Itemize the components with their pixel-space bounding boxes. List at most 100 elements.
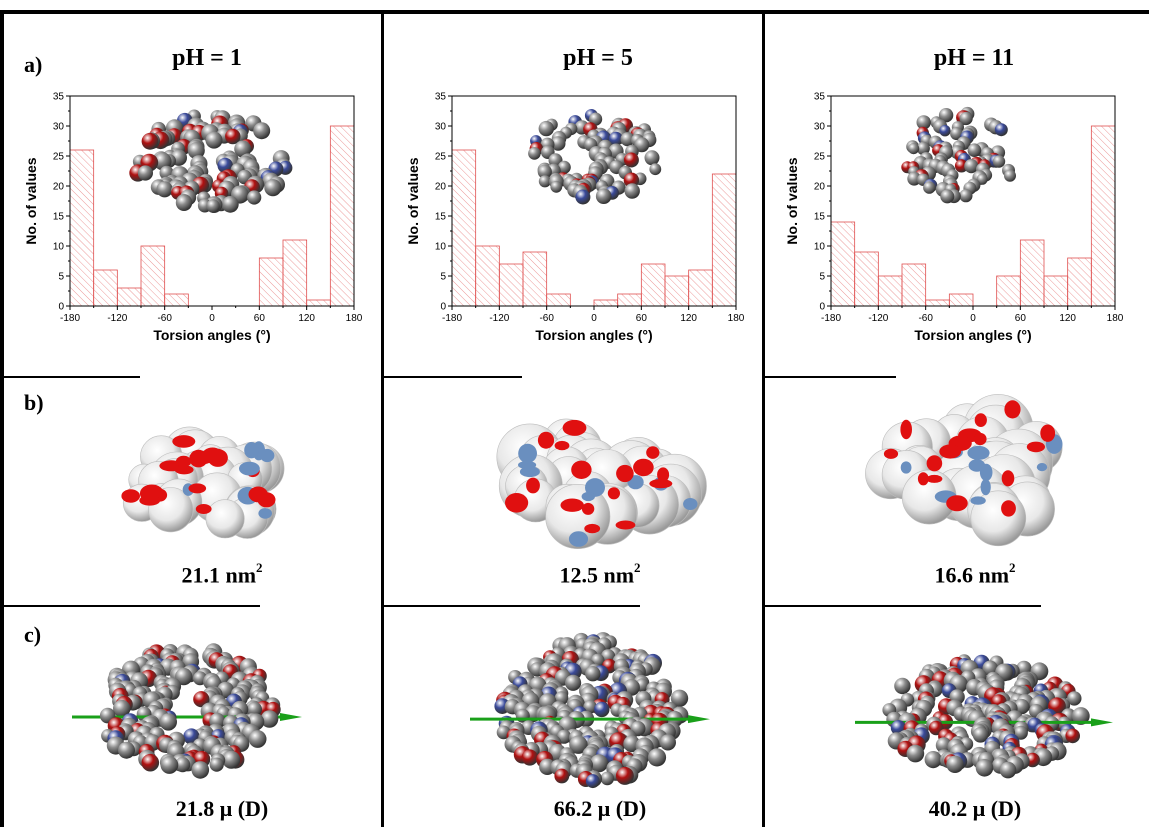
carbon-atom	[528, 147, 541, 160]
surface-area-unit: nm	[603, 562, 635, 588]
carbon-atom	[647, 748, 667, 767]
histogram-bar	[329, 125, 355, 307]
oxygen-surface-patch	[562, 419, 587, 436]
y-tick-label: 10	[53, 242, 65, 253]
histogram-bar	[1019, 239, 1045, 307]
carbon-atom	[600, 771, 615, 786]
surface-area-value: 16.6	[934, 562, 973, 588]
y-tick-label: 35	[814, 92, 826, 103]
torsion-histogram-ph11: 0 5 10 15 20 25 30 35 -180 -120 -60 0 60 120 180 Torsio…	[784, 92, 1124, 344]
histogram-bar	[830, 221, 856, 307]
carbon-atom	[247, 701, 262, 717]
nitrogen-atom	[608, 131, 623, 146]
carbon-atom	[1067, 691, 1082, 706]
oxygen-surface-patch	[174, 465, 194, 475]
histogram-bar	[640, 263, 666, 307]
histogram-bar	[164, 293, 189, 307]
carbon-atom	[569, 735, 588, 754]
molecular-surface-ph5	[496, 418, 707, 550]
row-divider-c-col3	[765, 605, 1041, 607]
molecular-surface-ph1	[121, 426, 285, 539]
x-tick-label: -180	[60, 313, 80, 324]
histogram-bar	[711, 173, 737, 307]
y-tick-label: 15	[53, 212, 65, 223]
carbon-atom	[537, 164, 552, 179]
nitrogen-atom	[575, 189, 591, 205]
x-tick-label: 180	[728, 313, 745, 324]
oxygen-surface-patch	[537, 431, 555, 449]
carbon-atom	[585, 666, 601, 682]
carbon-atom	[1014, 698, 1030, 715]
surface-area-value: 12.5	[559, 562, 598, 588]
oxygen-atom	[193, 691, 210, 708]
y-tick-label: 0	[440, 302, 446, 313]
nitrogen-surface-patch	[968, 459, 986, 472]
y-tick-label: 5	[58, 272, 64, 283]
histogram-bar	[258, 257, 284, 307]
oxygen-surface-patch	[581, 502, 595, 515]
surface-lobe	[205, 499, 245, 539]
oxygen-surface-patch	[633, 458, 654, 477]
carbon-atom	[1071, 707, 1090, 725]
oxygen-surface-patch	[175, 455, 192, 468]
x-tick-label: 0	[209, 313, 215, 324]
oxygen-surface-patch	[172, 435, 196, 448]
y-tick-label: 10	[814, 242, 826, 253]
x-tick-label: 0	[970, 313, 976, 324]
oxygen-surface-patch	[607, 487, 620, 500]
oxygen-surface-patch	[1026, 441, 1045, 453]
carbon-atom	[253, 122, 271, 140]
histogram-bar	[664, 275, 690, 307]
x-tick-label: 60	[254, 313, 266, 324]
dipole-arrow-head	[1091, 718, 1113, 727]
x-tick-label: -180	[442, 313, 462, 324]
nitrogen-surface-patch	[568, 531, 589, 547]
top-border	[0, 10, 1149, 14]
carbon-atom	[924, 751, 942, 769]
row-label-a: a)	[24, 52, 43, 77]
x-tick-label: -120	[107, 313, 127, 324]
histogram-bar	[522, 251, 548, 307]
carbon-atom	[538, 175, 551, 188]
nitrogen-surface-patch	[683, 498, 698, 510]
dipole-arrow-head	[688, 715, 710, 724]
histogram-bar	[948, 293, 974, 307]
x-tick-label: 0	[591, 313, 597, 324]
histogram-bar	[1067, 257, 1092, 307]
carbon-atom	[950, 127, 964, 141]
dipole-moment-caption-ph11: 40.2 μ (D)	[928, 796, 1022, 821]
oxygen-atom	[225, 128, 241, 145]
histogram-bar	[69, 149, 95, 307]
carbon-atom	[248, 730, 267, 748]
column-title-1: pH = 1	[172, 45, 242, 71]
oxygen-atom	[1065, 728, 1080, 744]
nitrogen-surface-patch	[900, 461, 912, 474]
carbon-atom	[935, 737, 952, 754]
torsion-histogram-ph1: 0 5 10 15 20 25 30 35 -180 -120 -60 0 60 120 180 Torsio…	[23, 92, 363, 344]
column-divider-1	[381, 10, 384, 827]
oxygen-surface-patch	[248, 486, 268, 503]
column-title-2: pH = 5	[563, 45, 633, 71]
carbon-atom	[590, 754, 608, 773]
y-tick-label: 35	[53, 92, 65, 103]
carbon-atom	[159, 713, 177, 731]
carbon-atom	[975, 759, 994, 777]
nitrogen-surface-patch	[581, 491, 595, 502]
x-tick-label: -60	[918, 313, 933, 324]
nitrogen-atom	[585, 774, 600, 789]
x-tick-label: 60	[636, 313, 648, 324]
carbon-atom	[634, 137, 650, 153]
carbon-atom	[916, 115, 931, 130]
histogram-bar	[475, 245, 500, 307]
carbon-atom	[959, 189, 973, 203]
torsion-histogram-ph5: 0 5 10 15 20 25 30 35 -180 -120 -60 0 60 120 180 Torsio…	[405, 92, 745, 344]
x-tick-label: 120	[1059, 313, 1076, 324]
carbon-atom	[221, 195, 239, 213]
surface-area-exponent: 2	[634, 560, 641, 575]
x-tick-label: 120	[680, 313, 697, 324]
dipole-space-filling-model-ph11	[855, 654, 1113, 779]
carbon-atom	[557, 160, 571, 174]
y-tick-label: 30	[53, 122, 65, 133]
x-tick-label: 180	[1107, 313, 1124, 324]
